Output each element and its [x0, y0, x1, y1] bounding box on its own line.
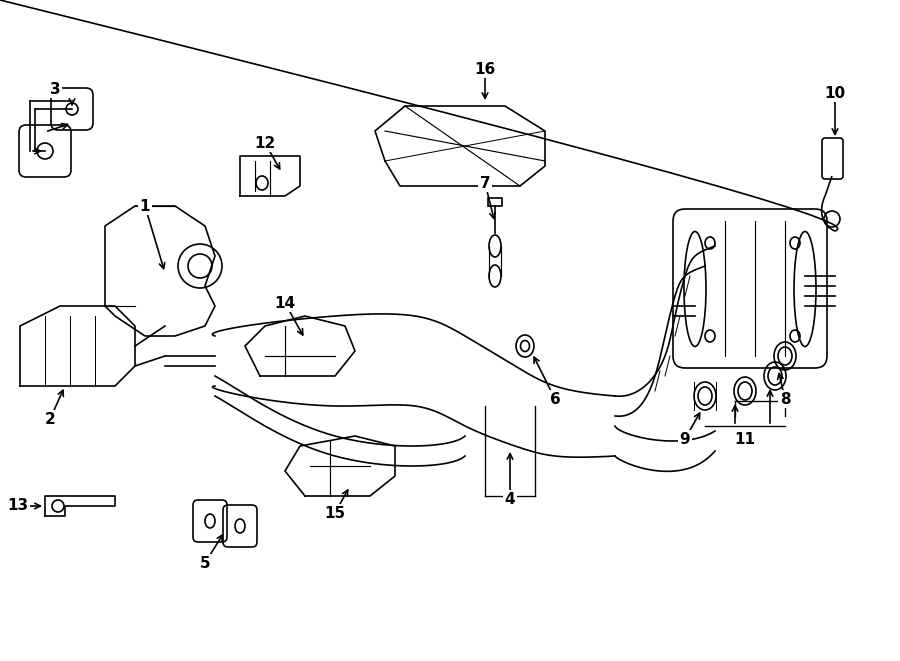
Text: 4: 4 [505, 492, 516, 506]
Text: 14: 14 [274, 295, 295, 311]
Text: 11: 11 [734, 432, 755, 446]
Text: 5: 5 [200, 555, 211, 570]
Text: 6: 6 [550, 391, 561, 407]
Bar [488, 198, 502, 206]
Text: 12: 12 [255, 136, 275, 151]
Text: 3: 3 [50, 81, 60, 97]
Text: 9: 9 [680, 432, 690, 446]
Text: 2: 2 [45, 412, 56, 426]
Text: 16: 16 [474, 61, 496, 77]
Text: 7: 7 [480, 176, 491, 190]
Text: 10: 10 [824, 85, 846, 100]
Text: 13: 13 [7, 498, 29, 514]
Text: 1: 1 [140, 198, 150, 214]
Text: 8: 8 [779, 391, 790, 407]
Text: 15: 15 [324, 506, 346, 520]
